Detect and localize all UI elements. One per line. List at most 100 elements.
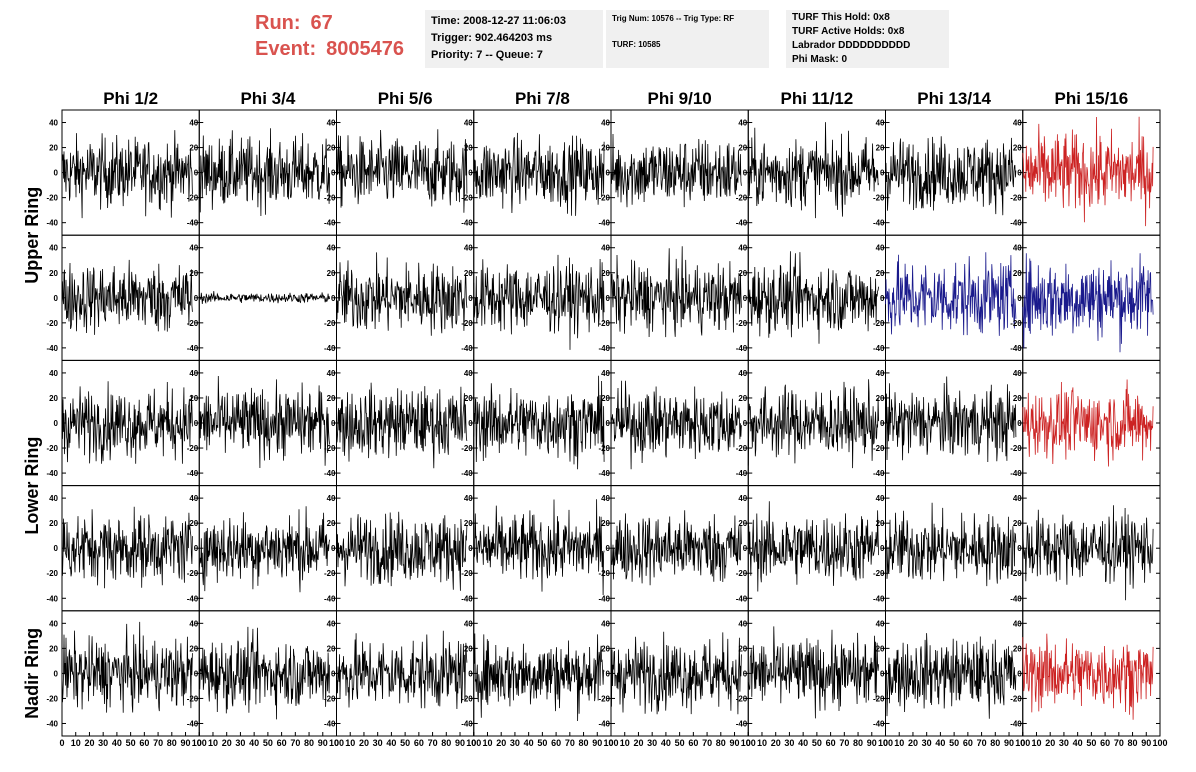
y-tick-label: 20: [189, 644, 198, 653]
column-header: Phi 3/4: [240, 89, 295, 108]
x-tick-label: 40: [798, 738, 808, 748]
x-tick-label: 60: [1100, 738, 1110, 748]
y-tick-label: 0: [54, 419, 59, 428]
waveform-trace: [610, 510, 742, 586]
y-tick-label: -20: [598, 694, 610, 703]
y-tick-label: 20: [49, 644, 58, 653]
y-tick-label: 0: [743, 294, 748, 303]
run-number: 67: [310, 12, 333, 34]
y-tick-label: -40: [598, 219, 610, 228]
y-tick-label: 0: [880, 419, 885, 428]
trig-num-text: Trig Num: 10576 -- Trig Type: RF: [612, 14, 735, 23]
y-tick-label: -40: [736, 219, 748, 228]
y-tick-label: 0: [880, 669, 885, 678]
event-number: 8005476: [326, 38, 404, 60]
y-tick-label: -40: [1010, 719, 1022, 728]
y-tick-label: -20: [324, 319, 336, 328]
y-tick-label: 20: [601, 394, 610, 403]
trigger-text: Trigger: 902.464203 ms: [431, 32, 553, 44]
waveform-trace: [61, 621, 193, 713]
y-tick-label: 20: [464, 644, 473, 653]
x-tick-label: 50: [949, 738, 959, 748]
x-tick-label: 30: [373, 738, 383, 748]
y-tick-label: -40: [324, 594, 336, 603]
time-text: Time: 2008-12-27 11:06:03: [431, 15, 566, 27]
y-tick-label: -20: [1010, 694, 1022, 703]
y-tick-label: 20: [189, 394, 198, 403]
waveform-trace: [747, 501, 879, 592]
y-tick-label: -20: [46, 319, 58, 328]
y-tick-label: -40: [1010, 344, 1022, 353]
y-tick-label: -20: [873, 694, 885, 703]
x-tick-label: 40: [112, 738, 122, 748]
x-tick-label: 70: [290, 738, 300, 748]
y-tick-label: 0: [1017, 544, 1022, 553]
x-tick-label: 60: [551, 738, 561, 748]
turf-this-hold-text: TURF This Hold: 0x8: [792, 12, 890, 23]
column-header: Phi 9/10: [647, 89, 711, 108]
y-tick-label: -40: [736, 719, 748, 728]
y-tick-label: -40: [324, 719, 336, 728]
y-tick-label: -40: [324, 219, 336, 228]
waveform-trace: [336, 511, 468, 591]
waveform-trace: [336, 129, 468, 213]
y-tick-label: -40: [598, 344, 610, 353]
y-tick-label: 0: [743, 544, 748, 553]
y-tick-label: 20: [876, 519, 885, 528]
y-tick-label: -40: [324, 344, 336, 353]
y-tick-label: -20: [187, 694, 199, 703]
y-tick-label: 20: [189, 269, 198, 278]
x-tick-label: 30: [235, 738, 245, 748]
y-tick-label: 20: [1013, 519, 1022, 528]
x-tick-label: 40: [249, 738, 259, 748]
turf-info-box: TURF This Hold: 0x8 TURF Active Holds: 0…: [786, 10, 949, 68]
y-tick-label: 0: [194, 169, 199, 178]
y-tick-label: 0: [743, 419, 748, 428]
x-tick-label: 40: [661, 738, 671, 748]
x-tick-label: 90: [1141, 738, 1151, 748]
y-tick-label: 20: [738, 644, 747, 653]
y-tick-label: -20: [1010, 444, 1022, 453]
x-tick-label: 0: [1020, 738, 1025, 748]
x-tick-label: 80: [441, 738, 451, 748]
y-tick-label: -20: [187, 319, 199, 328]
y-tick-label: -20: [598, 194, 610, 203]
waveform-trace: [61, 381, 193, 464]
y-tick-label: 0: [331, 169, 336, 178]
column-header: Phi 1/2: [103, 89, 158, 108]
waveform-trace: [1022, 253, 1154, 353]
waveform-trace: [61, 130, 193, 219]
y-tick-label: 20: [327, 269, 336, 278]
y-tick-label: 0: [54, 544, 59, 553]
waveform-trace: [1022, 505, 1154, 601]
event-label-text: Event:: [255, 38, 317, 60]
x-tick-label: 10: [345, 738, 355, 748]
y-tick-label: 40: [1013, 369, 1022, 378]
waveform-trace: [473, 254, 605, 350]
y-tick-label: 20: [601, 269, 610, 278]
y-tick-label: -40: [1010, 469, 1022, 478]
y-tick-label: 0: [606, 294, 611, 303]
y-tick-label: 0: [468, 544, 473, 553]
y-tick-label: -20: [873, 319, 885, 328]
x-tick-label: 70: [702, 738, 712, 748]
y-tick-label: 0: [606, 669, 611, 678]
y-tick-label: 0: [880, 169, 885, 178]
y-tick-label: 20: [738, 269, 747, 278]
y-tick-label: 0: [468, 169, 473, 178]
y-tick-label: -40: [873, 469, 885, 478]
x-tick-label: 80: [304, 738, 314, 748]
run-label: Run: 67: [255, 12, 333, 35]
waveform-trace: [885, 252, 1017, 336]
y-tick-label: -20: [1010, 319, 1022, 328]
y-tick-label: -40: [187, 469, 199, 478]
y-tick-label: 20: [464, 269, 473, 278]
waveform-trace: [473, 132, 605, 216]
y-tick-label: -40: [736, 594, 748, 603]
x-tick-label: 80: [579, 738, 589, 748]
y-tick-label: 40: [327, 244, 336, 253]
y-tick-label: -40: [46, 594, 58, 603]
y-tick-label: -40: [46, 719, 58, 728]
y-tick-label: -20: [461, 569, 473, 578]
y-tick-label: -40: [461, 594, 473, 603]
